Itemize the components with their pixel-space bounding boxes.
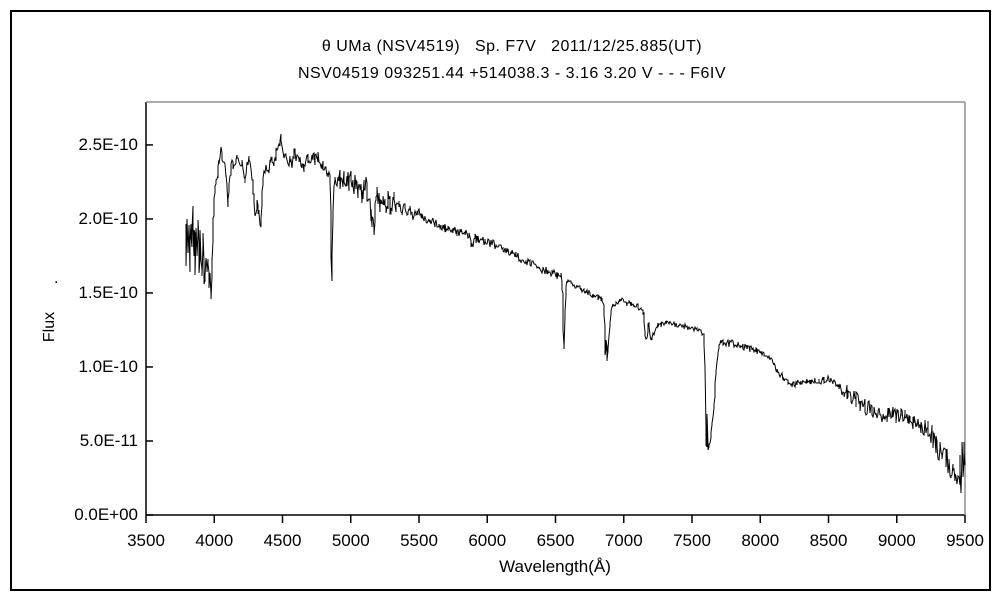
- y-tick-label: 2.5E-10: [78, 134, 138, 154]
- x-tick-label: 6500: [536, 531, 575, 550]
- x-tick-label: 5000: [331, 531, 370, 550]
- x-tick-label: 4000: [195, 531, 234, 550]
- spectrum-plot: [145, 101, 966, 523]
- spectrum-line: [185, 133, 966, 494]
- x-tick-label: 9500: [946, 531, 984, 550]
- x-tick-label: 8500: [809, 531, 848, 550]
- x-tick-label: 9000: [877, 531, 916, 550]
- y-axis-title-dot: .: [54, 270, 59, 287]
- x-tick-label: 4500: [263, 531, 302, 550]
- chart-title: θ UMa (NSV4519) Sp. F7V 2011/12/25.885(U…: [321, 38, 703, 55]
- y-tick-label: 5.0E-11: [79, 430, 138, 450]
- x-tick-label: 6000: [468, 531, 507, 550]
- y-tick-label: 1.5E-10: [78, 282, 138, 302]
- outer-frame: θ UMa (NSV4519) Sp. F7V 2011/12/25.885(U…: [10, 10, 991, 591]
- x-tick-label: 7500: [673, 531, 711, 550]
- y-tick-label: 0.0E+00: [74, 505, 138, 524]
- x-tick-label: 8000: [741, 531, 780, 550]
- x-axis-title: Wavelength(Å): [499, 557, 611, 576]
- x-tick-label: 3500: [127, 531, 165, 550]
- x-tick-label: 7000: [604, 531, 643, 550]
- y-tick-label: 1.0E-10: [78, 356, 138, 376]
- chart-subtitle: NSV04519 093251.44 +514038.3 - 3.16 3.20…: [297, 65, 727, 82]
- y-tick-label: 2.0E-10: [78, 208, 138, 228]
- x-tick-label: 5500: [400, 531, 438, 550]
- y-axis-title: Flux: [41, 311, 58, 343]
